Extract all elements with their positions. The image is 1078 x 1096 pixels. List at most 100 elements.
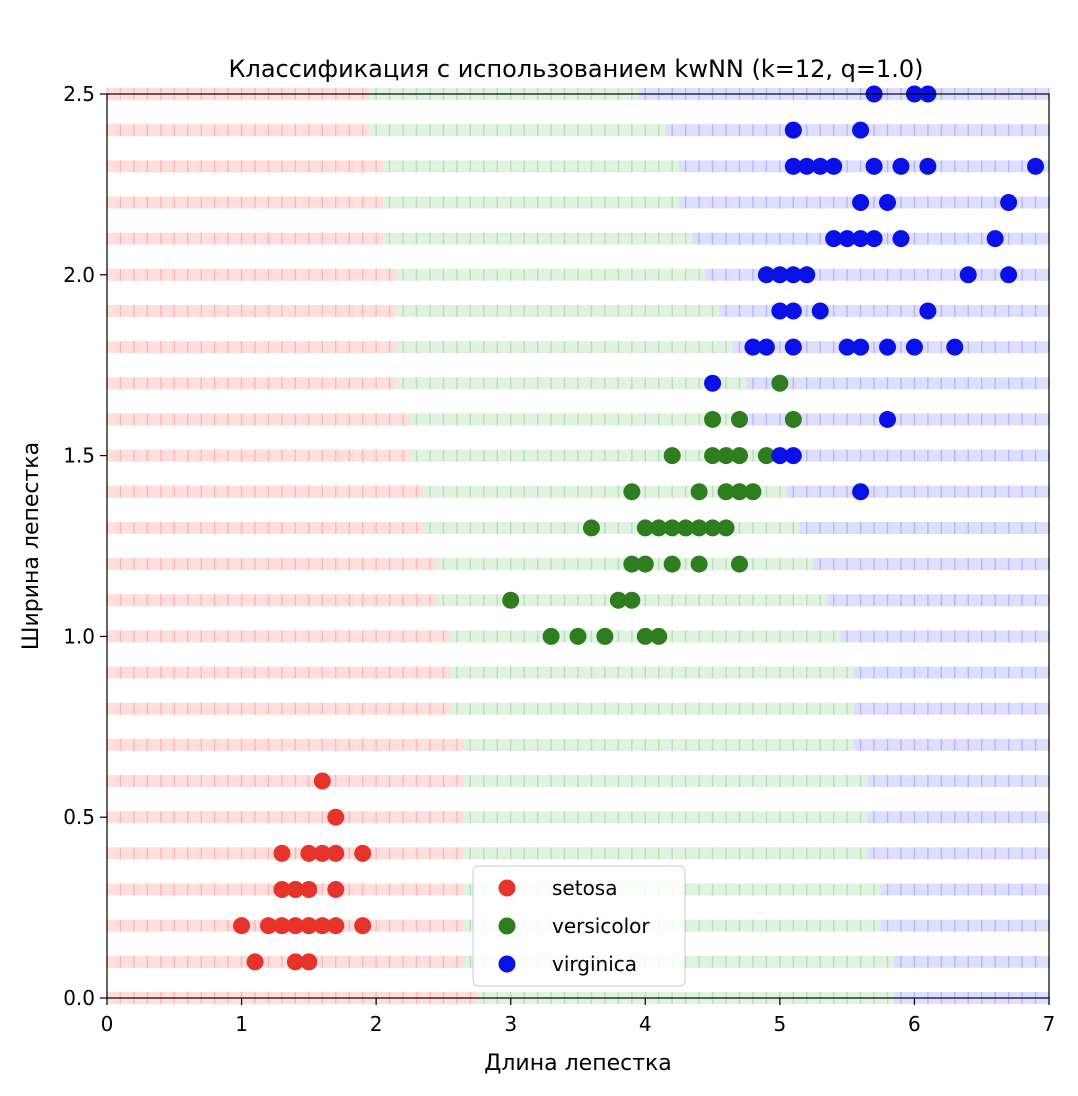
data-point	[313, 772, 331, 790]
data-point	[636, 627, 654, 645]
data-point	[623, 483, 641, 501]
data-point	[919, 157, 937, 175]
data-point	[273, 917, 291, 935]
chart-title: Классификация с использованием kwNN (k=1…	[228, 55, 923, 83]
x-tick-label: 4	[639, 1012, 652, 1036]
region-band	[107, 485, 424, 498]
region-band	[880, 883, 1049, 896]
data-point	[825, 230, 843, 248]
data-point	[1027, 157, 1045, 175]
region-band	[369, 124, 666, 137]
region-band	[813, 558, 1049, 571]
data-point	[811, 157, 829, 175]
legend-marker	[498, 917, 516, 935]
data-point	[623, 591, 641, 609]
y-tick-label: 0.5	[63, 805, 95, 829]
x-axis-label: Длина лепестка	[484, 1051, 672, 1076]
data-point	[784, 121, 802, 139]
legend-label: virginica	[552, 952, 637, 976]
data-point	[300, 881, 318, 899]
data-point	[730, 447, 748, 465]
data-point	[596, 627, 614, 645]
data-point	[784, 447, 802, 465]
region-band	[382, 232, 693, 245]
data-point	[286, 881, 304, 899]
series-setosa	[233, 772, 372, 971]
data-point	[354, 844, 372, 862]
legend: setosa versicolor virginica	[472, 865, 686, 987]
data-point	[663, 555, 681, 573]
data-point	[663, 447, 681, 465]
data-point	[811, 302, 829, 320]
data-point	[650, 519, 668, 537]
data-point	[327, 881, 345, 899]
data-point	[892, 230, 910, 248]
region-band	[463, 847, 868, 860]
data-point	[784, 302, 802, 320]
data-point	[233, 917, 251, 935]
data-point	[327, 844, 345, 862]
region-band	[463, 775, 868, 788]
data-point	[690, 519, 708, 537]
y-axis-label: Ширина лепестка	[19, 442, 44, 650]
data-point	[905, 338, 923, 356]
region-band	[107, 377, 397, 390]
legend-box	[472, 865, 686, 987]
x-tick-label: 1	[235, 1012, 248, 1036]
data-point	[892, 157, 910, 175]
region-band	[719, 304, 1049, 317]
region-band	[409, 413, 747, 426]
legend-items: setosa versicolor virginica	[498, 876, 650, 976]
data-point	[717, 519, 735, 537]
data-point	[246, 953, 264, 971]
data-point	[502, 591, 520, 609]
data-point	[1000, 193, 1018, 211]
data-point	[704, 374, 722, 392]
decision-region-map	[106, 88, 1050, 1004]
region-band	[826, 594, 1049, 607]
data-point	[771, 266, 789, 284]
data-point	[313, 844, 331, 862]
data-points	[233, 85, 1045, 971]
region-band	[450, 666, 854, 679]
data-point	[354, 917, 372, 935]
data-point	[852, 338, 870, 356]
region-band	[853, 738, 1049, 751]
region-band	[107, 413, 410, 426]
data-point	[650, 627, 668, 645]
data-point	[959, 266, 977, 284]
data-point	[623, 555, 641, 573]
region-band	[746, 377, 1049, 390]
data-point	[879, 193, 897, 211]
legend-label: versicolor	[552, 914, 650, 938]
data-point	[717, 483, 735, 501]
data-point	[327, 917, 345, 935]
data-point	[717, 447, 735, 465]
legend-marker	[498, 955, 516, 973]
data-point	[300, 844, 318, 862]
data-point	[784, 157, 802, 175]
x-tick-label: 6	[908, 1012, 921, 1036]
region-band	[867, 811, 1049, 824]
data-point	[300, 953, 318, 971]
data-point	[784, 266, 802, 284]
region-band	[450, 702, 854, 715]
data-point	[327, 808, 345, 826]
region-band	[107, 775, 464, 788]
region-band	[423, 521, 801, 534]
region-band	[107, 304, 397, 317]
x-tick-label: 7	[1043, 1012, 1056, 1036]
data-point	[852, 230, 870, 248]
data-point	[542, 627, 560, 645]
data-point	[798, 266, 816, 284]
data-point	[609, 591, 627, 609]
data-point	[879, 410, 897, 428]
data-point	[582, 519, 600, 537]
data-point	[704, 447, 722, 465]
legend-label: setosa	[552, 876, 617, 900]
series-virginica	[704, 85, 1045, 501]
plot-frame	[106, 93, 1050, 999]
region-band	[463, 738, 854, 751]
